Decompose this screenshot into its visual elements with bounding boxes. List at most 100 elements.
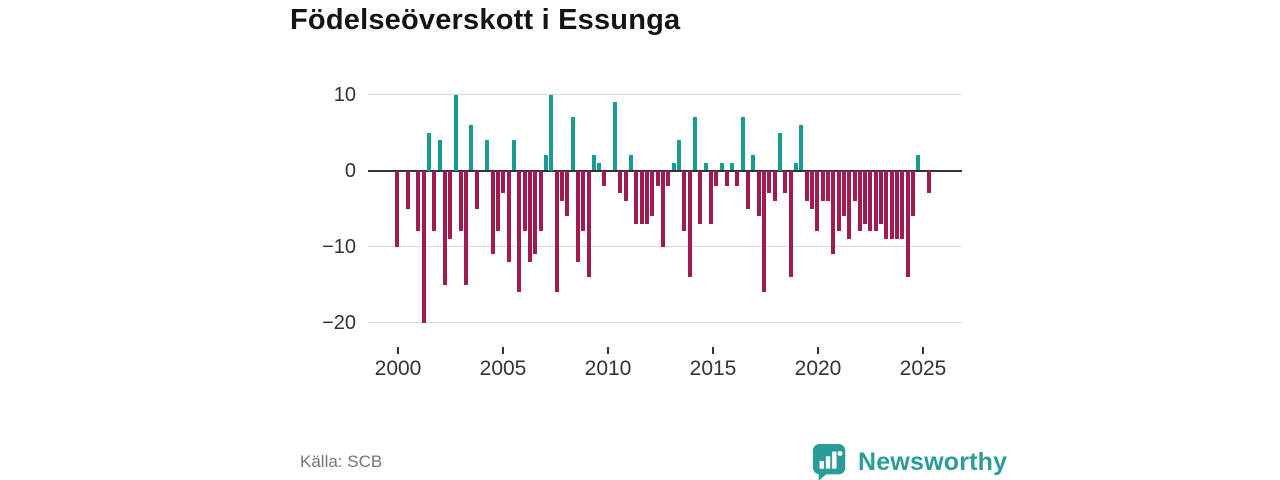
- x-tick-label: 2005: [479, 357, 527, 380]
- bar-quarter-41: [613, 102, 618, 171]
- bar-quarter-53: [676, 140, 681, 171]
- bar-quarter-51: [666, 170, 671, 186]
- bar-quarter-45: [634, 170, 639, 224]
- bar-quarter-14: [469, 124, 474, 171]
- bar-quarter-37: [591, 155, 596, 171]
- bar-quarter-85: [847, 170, 852, 239]
- bar-quarter-44: [629, 155, 634, 171]
- bar-quarter-12: [458, 170, 463, 232]
- bar-quarter-46: [639, 170, 644, 224]
- bar-quarter-88: [863, 170, 868, 224]
- bar-quarter-11: [453, 94, 458, 171]
- bar-quarter-15: [474, 170, 479, 209]
- bar-quarter-22: [512, 140, 517, 171]
- bar-quarter-52: [671, 162, 676, 171]
- bar-quarter-72: [778, 132, 783, 171]
- x-tick-mark: [607, 347, 609, 354]
- bar-quarter-91: [879, 170, 884, 224]
- bar-quarter-54: [682, 170, 687, 232]
- x-tick-label: 2000: [374, 357, 422, 380]
- bar-quarter-21: [506, 170, 511, 262]
- bar-quarter-75: [794, 162, 798, 171]
- brand-wordmark: Newsworthy: [858, 447, 1008, 476]
- bar-quarter-76: [799, 124, 804, 171]
- bar-quarter-69: [762, 170, 767, 293]
- bar-quarter-50: [661, 170, 665, 247]
- bar-quarter-7: [432, 170, 437, 232]
- bar-quarter-65: [740, 117, 745, 171]
- bar-quarter-84: [841, 170, 846, 217]
- bar-quarter-6: [426, 132, 431, 171]
- bar-quarter-62: [724, 170, 729, 186]
- zero-axis-line: [368, 169, 962, 172]
- x-tick-label: 2010: [584, 357, 632, 380]
- bar-quarter-97: [911, 170, 916, 217]
- bar-quarter-20: [501, 170, 506, 194]
- bar-quarter-23: [517, 170, 522, 293]
- y-tick-label: 10: [333, 83, 356, 106]
- bar-quarter-87: [857, 170, 862, 232]
- bar-quarter-61: [719, 162, 724, 171]
- bar-quarter-57: [698, 170, 703, 224]
- brand-logo: Newsworthy: [812, 443, 1007, 480]
- bar-quarter-64: [735, 170, 740, 186]
- bar-quarter-17: [485, 140, 490, 171]
- bar-quarter-42: [618, 170, 623, 194]
- bar-quarter-79: [815, 170, 820, 232]
- bar-quarter-4: [416, 170, 421, 232]
- x-tick-mark: [922, 347, 924, 354]
- bar-quarter-49: [655, 170, 660, 186]
- bar-quarter-39: [602, 170, 607, 186]
- bar-quarter-86: [852, 170, 857, 201]
- bar-quarter-13: [464, 170, 469, 285]
- bar-quarter-0: [395, 170, 399, 247]
- bar-quarter-74: [788, 170, 793, 277]
- bar-quarter-95: [900, 170, 905, 239]
- bar-quarter-32: [565, 170, 570, 217]
- bar-quarter-34: [575, 170, 580, 262]
- bar-quarter-43: [623, 170, 628, 201]
- bar-quarter-80: [820, 170, 825, 201]
- bar-quarter-70: [767, 170, 772, 194]
- x-tick-label: 2020: [794, 357, 842, 380]
- bar-quarter-33: [570, 117, 575, 171]
- bar-quarter-68: [756, 170, 761, 217]
- bar-quarter-36: [586, 170, 591, 277]
- bar-quarter-55: [687, 170, 692, 277]
- x-tick-mark: [712, 347, 714, 354]
- gridline: [368, 94, 962, 95]
- bar-quarter-60: [714, 170, 719, 186]
- bar-quarter-29: [549, 94, 554, 171]
- y-tick-label: 0: [344, 159, 356, 182]
- x-tick-mark: [817, 347, 819, 354]
- bar-quarter-35: [581, 170, 586, 232]
- bar-quarter-18: [490, 170, 495, 255]
- x-tick-mark: [397, 347, 399, 354]
- bar-quarter-67: [751, 155, 756, 171]
- bar-quarter-24: [522, 170, 527, 232]
- bar-quarter-83: [836, 170, 841, 232]
- bar-quarter-93: [889, 170, 894, 239]
- bar-quarter-9: [442, 170, 447, 285]
- bar-quarter-98: [916, 155, 921, 171]
- bar-quarter-38: [597, 162, 602, 171]
- bar-quarter-10: [448, 170, 453, 239]
- bar-quarter-78: [809, 170, 814, 209]
- x-tick-label: 2025: [899, 357, 947, 380]
- bar-quarter-71: [772, 170, 777, 201]
- bar-quarter-90: [873, 170, 878, 232]
- y-tick-label: −20: [322, 311, 356, 334]
- x-tick-mark: [502, 347, 504, 354]
- bar-quarter-100: [927, 170, 931, 194]
- chart-title: Födelseöverskott i Essunga: [290, 4, 681, 36]
- bar-quarter-47: [645, 170, 650, 224]
- bar-quarter-59: [708, 170, 713, 224]
- bar-quarter-73: [783, 170, 788, 194]
- source-label: Källa: SCB: [300, 452, 383, 471]
- bar-quarter-48: [650, 170, 655, 217]
- bar-quarter-19: [496, 170, 501, 232]
- bar-quarter-77: [804, 170, 809, 201]
- bar-quarter-8: [437, 140, 442, 171]
